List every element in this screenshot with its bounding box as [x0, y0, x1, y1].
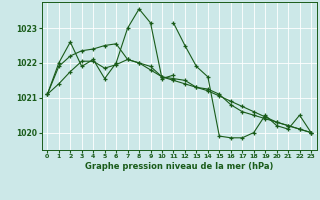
X-axis label: Graphe pression niveau de la mer (hPa): Graphe pression niveau de la mer (hPa)	[85, 162, 273, 171]
